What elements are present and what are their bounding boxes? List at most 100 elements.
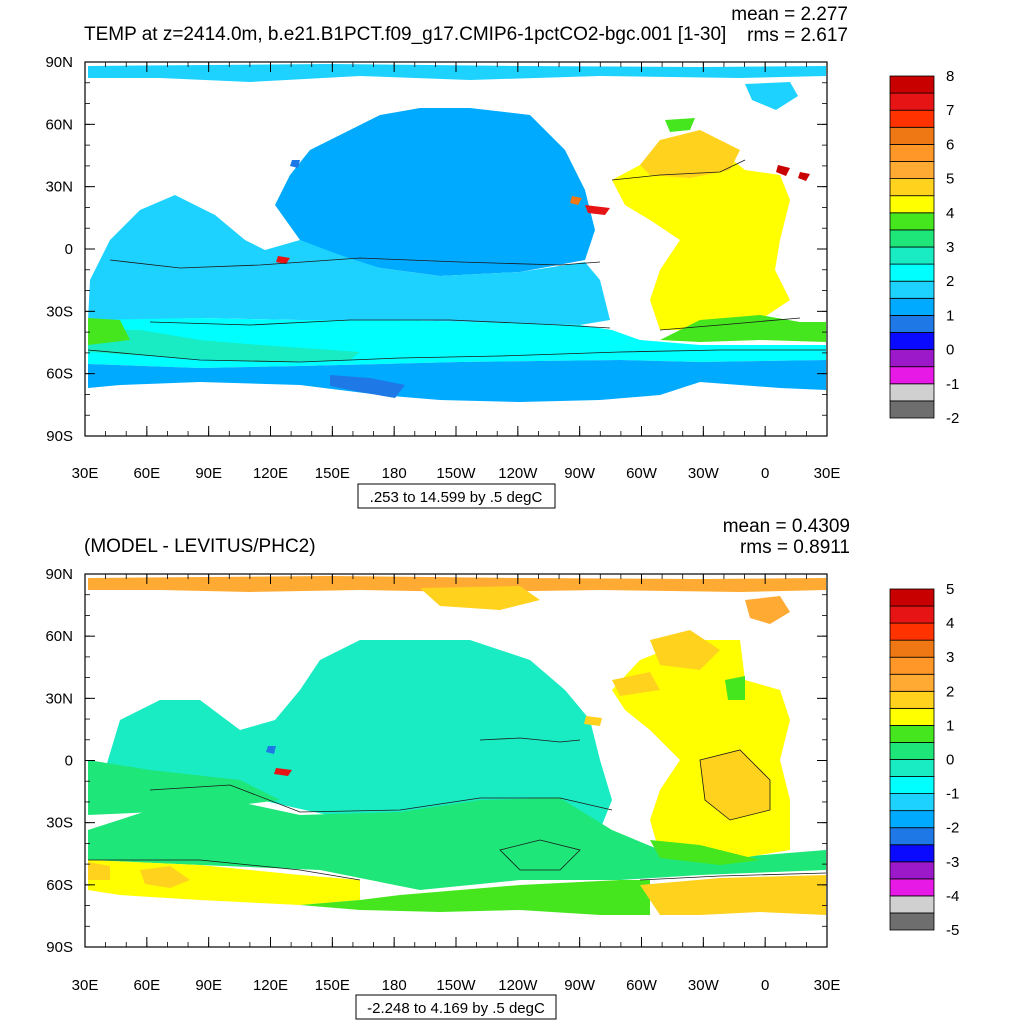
colorbar-label: 3 bbox=[946, 239, 954, 256]
lon-label: 90E bbox=[195, 465, 222, 482]
colorbar-label: -5 bbox=[946, 922, 959, 939]
lat-label: 0 bbox=[65, 241, 73, 258]
lon-label: 90W bbox=[564, 465, 596, 482]
colorbar-label: 1 bbox=[946, 717, 954, 734]
colorbar-label: 4 bbox=[946, 615, 954, 632]
colorbar-swatch bbox=[889, 588, 935, 607]
lon-label: 60W bbox=[626, 977, 658, 994]
colorbar-label: 2 bbox=[946, 273, 954, 290]
map-field bbox=[88, 576, 827, 915]
map-ticks bbox=[84, 61, 828, 437]
lat-label: 30S bbox=[46, 303, 73, 320]
colorbar-label: 5 bbox=[946, 581, 954, 598]
colorbar-swatch bbox=[889, 742, 935, 760]
colorbar-label: -2 bbox=[946, 410, 959, 427]
lon-label: 120W bbox=[498, 465, 538, 482]
range-box bbox=[357, 483, 556, 509]
colorbar-swatch bbox=[889, 912, 935, 931]
colorbar-swatch bbox=[889, 827, 935, 846]
lat-label: 60N bbox=[45, 116, 73, 133]
colorbar bbox=[889, 75, 935, 419]
colorbar-label: 4 bbox=[946, 205, 954, 222]
lon-label: 120E bbox=[253, 977, 288, 994]
lat-label: 90N bbox=[45, 54, 73, 71]
colorbar-swatch bbox=[889, 656, 935, 675]
colorbar-swatch bbox=[889, 314, 935, 333]
lon-label: 90W bbox=[564, 977, 596, 994]
mean-label: mean = 2.277 bbox=[731, 4, 848, 25]
lon-label: 90E bbox=[195, 977, 222, 994]
colorbar-swatch bbox=[889, 707, 935, 726]
colorbar-label: -1 bbox=[946, 786, 959, 803]
range-label: .253 to 14.599 by .5 degC bbox=[370, 489, 543, 506]
lon-label: 150E bbox=[315, 977, 350, 994]
mean-label: mean = 0.4309 bbox=[723, 516, 850, 537]
colorbar-swatch bbox=[889, 349, 935, 368]
colorbar-swatch bbox=[889, 759, 935, 777]
colorbar-label: 0 bbox=[946, 752, 954, 769]
longitude-labels: 30E 60E 90E 120E 150E 180 150W 120W 90W 60W 30W 0 30… bbox=[72, 977, 841, 994]
colorbar-labels: 8 7 6 5 4 3 2 1 0 -1 -2 bbox=[946, 68, 959, 427]
lon-label: 0 bbox=[761, 977, 769, 994]
colorbar-swatch bbox=[889, 280, 935, 299]
latitude-labels: 90N 60N 30N 0 30S 60S 90S bbox=[45, 54, 73, 445]
colorbar-label: 0 bbox=[946, 342, 954, 359]
colorbar-swatch bbox=[889, 622, 935, 641]
colorbar-swatch bbox=[889, 366, 935, 385]
colorbar-labels: 5 4 3 2 1 0 -1 -2 -3 -4 -5 bbox=[946, 581, 959, 939]
colorbar-swatch bbox=[889, 605, 935, 624]
panel-title: (MODEL - LEVITUS/PHC2) bbox=[84, 536, 316, 557]
colorbar-label: -4 bbox=[946, 888, 959, 905]
colorbar-swatch bbox=[889, 690, 935, 709]
colorbar-label: 1 bbox=[946, 307, 954, 324]
lon-label: 60E bbox=[133, 977, 160, 994]
colorbar bbox=[889, 588, 935, 931]
lat-label: 0 bbox=[65, 753, 73, 770]
colorbar-swatch bbox=[889, 178, 935, 197]
lon-label: 30E bbox=[814, 977, 841, 994]
colorbar-swatch bbox=[889, 639, 935, 658]
lat-label: 30N bbox=[45, 179, 73, 196]
lat-label: 60S bbox=[46, 366, 73, 383]
longitude-labels: 30E 60E 90E 120E 150E 180 150W 120W 90W 60W 30W 0 30… bbox=[72, 465, 841, 482]
colorbar-swatch bbox=[889, 92, 935, 111]
colorbar-swatch bbox=[889, 776, 935, 794]
colorbar-swatch bbox=[889, 878, 935, 897]
rms-label: rms = 2.617 bbox=[747, 25, 848, 46]
lon-label: 60E bbox=[133, 465, 160, 482]
colorbar-swatch bbox=[889, 895, 935, 914]
colorbar-label: 8 bbox=[946, 68, 954, 85]
lat-label: 60S bbox=[46, 877, 73, 894]
colorbar-label: -3 bbox=[946, 854, 959, 871]
colorbar-swatch bbox=[889, 126, 935, 145]
colorbar-swatch bbox=[889, 246, 935, 265]
colorbar-swatch bbox=[889, 212, 935, 231]
colorbar-swatch bbox=[889, 844, 935, 863]
lon-label: 180 bbox=[382, 465, 407, 482]
colorbar-label: 3 bbox=[946, 649, 954, 666]
lon-label: 120E bbox=[253, 465, 288, 482]
lon-label: 0 bbox=[761, 465, 769, 482]
colorbar-swatch bbox=[889, 383, 935, 402]
colorbar-label: -2 bbox=[946, 820, 959, 837]
colorbar-swatch bbox=[889, 195, 935, 214]
lon-label: 150W bbox=[436, 465, 476, 482]
lon-label: 60W bbox=[626, 465, 658, 482]
colorbar-swatch bbox=[889, 75, 935, 94]
colorbar-swatch bbox=[889, 332, 935, 351]
panel-temperature: TEMP at z=2414.0m, b.e21.B1PCT.f09_g17.C… bbox=[45, 4, 959, 509]
colorbar-swatch bbox=[889, 810, 935, 829]
colorbar-label: 5 bbox=[946, 171, 954, 188]
lon-label: 120W bbox=[498, 977, 538, 994]
range-box bbox=[355, 994, 557, 1020]
panel-title: TEMP at z=2414.0m, b.e21.B1PCT.f09_g17.C… bbox=[84, 24, 726, 45]
colorbar-swatch bbox=[889, 725, 935, 743]
colorbar-swatch bbox=[889, 263, 935, 282]
lat-label: 90S bbox=[46, 939, 73, 956]
colorbar-swatch bbox=[889, 297, 935, 316]
colorbar-swatch bbox=[889, 109, 935, 128]
colorbar-swatch bbox=[889, 229, 935, 248]
colorbar-label: 6 bbox=[946, 136, 954, 153]
lon-label: 150W bbox=[436, 977, 476, 994]
lon-label: 150E bbox=[315, 465, 350, 482]
